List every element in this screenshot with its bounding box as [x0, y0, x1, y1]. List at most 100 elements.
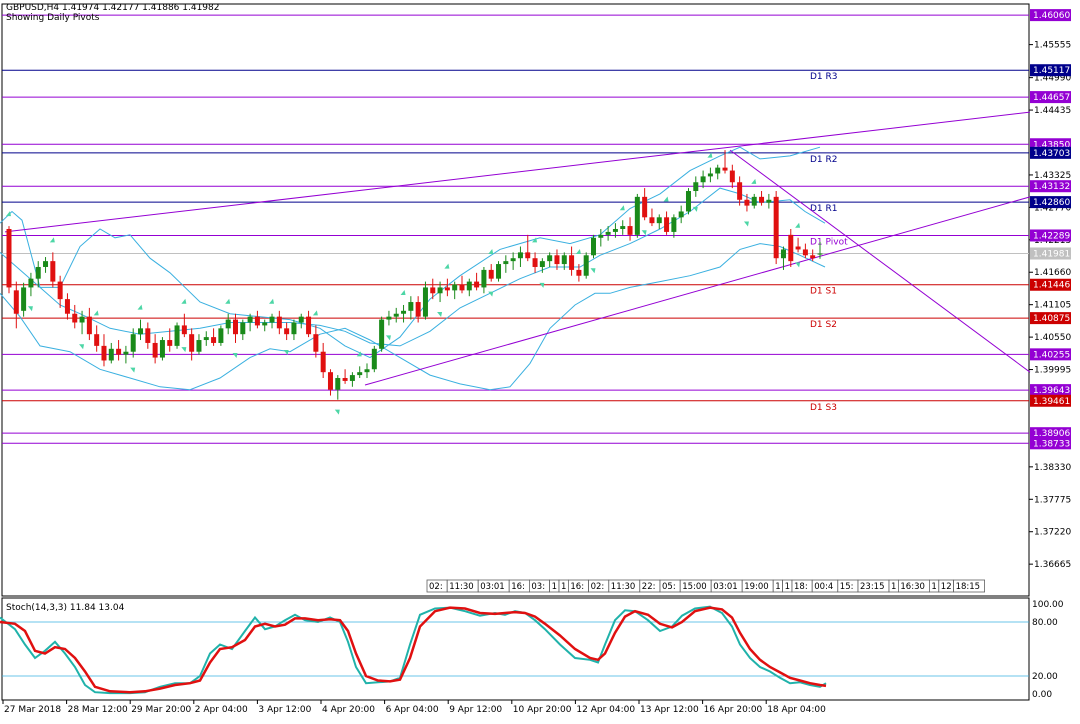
fractal-up-arrow [663, 196, 669, 202]
scroll-label-text: 00:4 [814, 582, 833, 592]
bullish-candle-body [700, 176, 706, 183]
bearish-candle-body [554, 255, 560, 265]
bearish-candle-body [569, 255, 575, 270]
bullish-candle-body [671, 217, 677, 232]
pivot-price-label: 1.39461 [1033, 397, 1070, 407]
bullish-candle-body [678, 211, 684, 218]
bullish-candle-body [452, 284, 458, 291]
scroll-label-text: 02: [429, 582, 443, 592]
scroll-label-text: 11:30 [449, 582, 474, 592]
bullish-candle-body [291, 322, 297, 335]
chart-pivot-subtitle: Showing Daily Pivots [6, 13, 100, 23]
time-tick-label: 4 Apr 20:00 [322, 705, 375, 715]
pivot-price-label: 1.39643 [1033, 386, 1070, 396]
price-tick-label: 1.38330 [1034, 463, 1071, 473]
bearish-candle-body [72, 313, 78, 323]
bearish-candle-body [664, 217, 670, 232]
pivot-price-tag [1030, 394, 1071, 407]
bullish-candle-body [620, 226, 626, 229]
bearish-candle-body [94, 334, 100, 346]
bearish-candle-body [649, 217, 655, 224]
price-tick-label: 1.36665 [1034, 560, 1071, 570]
time-tick-label: 29 Mar 20:00 [131, 705, 191, 715]
pivot-price-tag [1030, 91, 1071, 104]
time-tick-label: 9 Apr 12:00 [449, 705, 502, 715]
bearish-candle-body [306, 316, 312, 335]
pivot-price-label: 1.41446 [1033, 281, 1070, 291]
time-tick-label: 27 Mar 2018 [4, 705, 61, 715]
bullish-candle-body [598, 234, 604, 238]
bearish-candle-body [773, 196, 779, 259]
scroll-label-text: 23:15 [860, 582, 885, 592]
scroll-label-text: 15:00 [682, 582, 707, 592]
fractal-up-arrow [707, 152, 713, 158]
bullish-candle-body [174, 325, 180, 346]
price-tick-label: 1.41105 [1034, 301, 1071, 311]
pivot-price-label: 1.42289 [1033, 231, 1070, 241]
pivot-price-tag [1030, 278, 1071, 291]
stochastic-plot-frame [1, 597, 1030, 701]
pivot-price-tag [1030, 64, 1071, 77]
bearish-candle-body [737, 182, 743, 200]
bullish-candle-body [349, 375, 355, 381]
bullish-candle-body [510, 258, 516, 262]
bullish-candle-body [138, 328, 144, 335]
fractal-up-arrow [49, 237, 55, 243]
bearish-candle-body [488, 269, 494, 279]
current-price-label: 1.41981 [1033, 249, 1070, 259]
bearish-candle-body [254, 316, 260, 326]
fractal-down-arrow [795, 262, 801, 268]
fractal-up-arrow [137, 304, 143, 310]
pivot-price-label: 1.40875 [1033, 314, 1070, 324]
scroll-label-text: 18: [794, 582, 808, 592]
pivot-price-tag [1030, 180, 1071, 193]
bearish-candle-body [284, 328, 290, 335]
bearish-candle-body [474, 281, 480, 288]
stochastic-tick-label: 100.00 [1032, 600, 1064, 610]
bearish-candle-body [525, 252, 531, 259]
bearish-candle-body [576, 269, 582, 276]
bearish-candle-body [6, 228, 12, 288]
bullish-candle-body [357, 372, 363, 376]
bearish-candle-body [189, 334, 195, 352]
bullish-candle-body [715, 167, 721, 174]
bullish-candle-body [203, 337, 209, 341]
price-tick-label: 1.44435 [1034, 106, 1071, 116]
fractal-up-arrow [312, 310, 318, 316]
bullish-candle-body [503, 261, 509, 265]
bullish-candle-body [437, 287, 443, 294]
pivot-price-label: 1.45117 [1033, 66, 1070, 76]
scroll-label-text: 1 [785, 582, 790, 592]
time-tick-label: 2 Apr 04:00 [195, 705, 248, 715]
current-price-tag [1030, 247, 1071, 260]
bullish-candle-body [685, 191, 691, 212]
pivot-level-label: D1 R3 [810, 72, 838, 82]
pivot-price-tag [1030, 196, 1071, 209]
bearish-candle-body [459, 284, 465, 291]
bullish-candle-body [298, 316, 304, 323]
pivot-level-label: D1 S3 [810, 403, 837, 413]
scroll-label-text: 02: [591, 582, 605, 592]
pivot-price-label: 1.38906 [1033, 429, 1070, 439]
scroll-label-text: 16: [511, 582, 525, 592]
scroll-label-text: 22: [642, 582, 656, 592]
bearish-candle-body [327, 372, 333, 390]
scroll-label-text: 16:30 [900, 582, 925, 592]
bollinger-lower-band [0, 243, 826, 391]
bullish-candle-body [79, 316, 85, 323]
bullish-candle-body [218, 328, 224, 343]
pivot-level-label: D1 S2 [810, 320, 837, 330]
fractal-down-arrow [590, 268, 596, 274]
bullish-candle-body [262, 322, 268, 326]
fractal-down-arrow [743, 221, 749, 227]
fractal-down-arrow [334, 409, 340, 415]
bullish-candle-body [43, 261, 49, 267]
bearish-candle-body [795, 246, 801, 250]
pivot-price-label: 1.42860 [1033, 198, 1070, 208]
bullish-candle-body [634, 196, 640, 235]
time-tick-label: 3 Apr 12:00 [258, 705, 311, 715]
scroll-label-text: 12 [941, 582, 952, 592]
price-tick-label: 1.44990 [1034, 74, 1071, 84]
fractal-down-arrow [641, 230, 647, 236]
